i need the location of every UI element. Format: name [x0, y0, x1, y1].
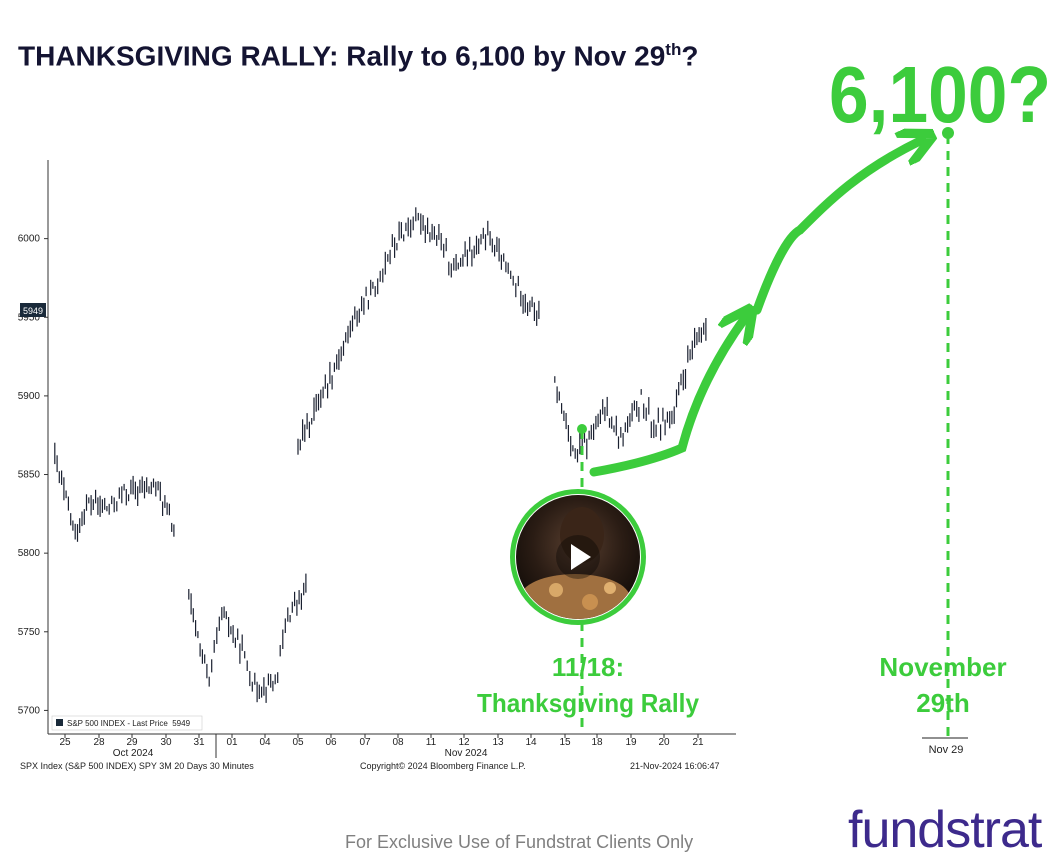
arrow-1: [589, 318, 745, 477]
dot-nov29: [942, 127, 954, 139]
month-label-oct: Oct 2024: [113, 748, 154, 759]
y-tick-label: 5700: [18, 705, 41, 716]
x-tick-label: 11: [426, 737, 437, 748]
x-tick-label: 14: [525, 737, 537, 748]
nov29-tick-label: Nov 29: [929, 744, 964, 756]
x-tick-label: 06: [325, 737, 337, 748]
target-label: 6,100?: [829, 50, 1051, 139]
dot-nov18: [577, 424, 587, 434]
x-tick-label: 18: [591, 737, 603, 748]
x-tick-label: 19: [625, 737, 637, 748]
x-tick-label: 08: [392, 737, 404, 748]
y-tick-label: 6000: [18, 234, 41, 245]
video-thumbnail: [510, 489, 646, 625]
source-left: SPX Index (S&P 500 INDEX) SPY 3M 20 Days…: [20, 761, 254, 771]
legend-swatch: [56, 719, 63, 726]
source-right: 21-Nov-2024 16:06:47: [630, 761, 720, 771]
nov29-label-day: 29th: [916, 688, 969, 718]
x-tick-label: 31: [193, 737, 205, 748]
y-tick-label: 5900: [18, 391, 41, 402]
nov29-label-month: November: [879, 652, 1006, 682]
arrow-2: [752, 140, 922, 315]
y-tick-label: 5850: [18, 470, 41, 481]
y-tick-label: 5800: [18, 548, 41, 559]
title-suffix: ?: [681, 40, 699, 72]
legend-box: [51, 715, 203, 731]
rally-label-text: Thanksgiving Rally: [477, 688, 699, 718]
x-tick-label: 25: [59, 737, 71, 748]
last-price-label: 5949: [23, 306, 43, 316]
rally-label-date: 11/18:: [552, 652, 624, 682]
y-tick-label: 5750: [18, 627, 41, 638]
month-label-nov: Nov 2024: [445, 748, 488, 759]
page-title: THANKSGIVING RALLY: Rally to 6,100 by No…: [18, 40, 698, 72]
x-tick-label: 01: [226, 737, 238, 748]
title-main: THANKSGIVING RALLY: Rally to 6,100 by No…: [18, 40, 666, 72]
x-tick-label: 12: [458, 737, 470, 748]
last-price-tag: [20, 303, 46, 317]
title-superscript: th: [665, 40, 682, 59]
x-tick-label: 05: [292, 737, 304, 748]
x-tick-label: 15: [559, 737, 571, 748]
legend-text: S&P 500 INDEX - Last Price 5949: [67, 719, 191, 728]
y-tick-label: 5950: [18, 312, 41, 323]
x-tick-label: 04: [259, 737, 271, 748]
x-tick-label: 07: [359, 737, 371, 748]
x-tick-label: 20: [658, 737, 670, 748]
play-icon: [571, 544, 591, 570]
x-tick-label: 13: [492, 737, 504, 748]
x-tick-label: 29: [126, 737, 138, 748]
source-center: Copyright© 2024 Bloomberg Finance L.P.: [360, 761, 526, 771]
x-tick-label: 28: [93, 737, 105, 748]
x-tick-label: 30: [160, 737, 172, 748]
footer-disclaimer: For Exclusive Use of Fundstrat Clients O…: [345, 832, 694, 852]
fundstrat-logo: fundstrat: [848, 801, 1042, 859]
x-tick-label: 21: [692, 737, 704, 748]
play-video-button[interactable]: [508, 490, 648, 630]
